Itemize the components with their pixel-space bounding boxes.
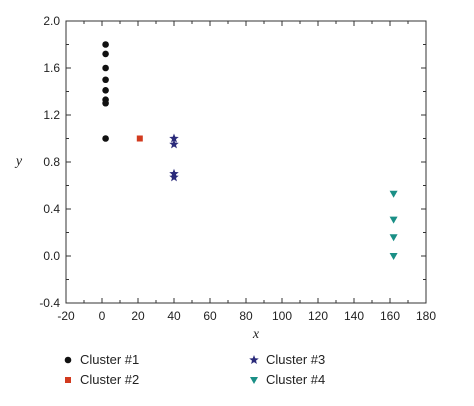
legend-label: Cluster #4	[266, 372, 325, 387]
data-point-series-3	[169, 133, 179, 143]
x-axis-label: x	[252, 327, 260, 342]
x-tick-label: 80	[239, 309, 253, 323]
x-tick-label: -20	[57, 309, 75, 323]
data-points	[102, 41, 398, 260]
legend-entry: Cluster #1	[64, 352, 139, 367]
legend-marker	[249, 355, 259, 365]
axis-tick-labels: -20 0 20 40 60 80 100 120 140 160 180 -0.4 0.0 0.4 0.8…	[39, 14, 436, 323]
axis-ticks	[65, 20, 427, 304]
y-axis-label: y	[14, 154, 23, 169]
legend-entry: Cluster #4	[250, 372, 325, 387]
data-point-series-4	[389, 234, 398, 242]
legend-entry: Cluster #2	[65, 372, 139, 387]
data-point-series-1	[102, 64, 109, 72]
data-point-series-4	[389, 190, 398, 198]
legend-marker	[250, 377, 258, 384]
data-point-series-3	[169, 139, 179, 149]
legend-label: Cluster #2	[80, 372, 139, 387]
legend: Cluster #1 Cluster #2 Cluster #3 Cluster #4	[64, 352, 325, 387]
x-tick-label: 20	[131, 309, 145, 323]
data-point-series-1	[102, 99, 109, 107]
legend-marker	[64, 356, 72, 364]
x-tick-label: 180	[416, 309, 436, 323]
x-tick-label: 120	[308, 309, 328, 323]
y-tick-label: 1.2	[43, 108, 60, 122]
legend-label: Cluster #1	[80, 352, 139, 367]
y-tick-label: 0.0	[43, 249, 60, 263]
legend-entry: Cluster #3	[249, 352, 325, 367]
x-tick-label: 0	[99, 309, 106, 323]
data-point-series-2	[136, 135, 143, 142]
data-point-series-4	[389, 253, 398, 260]
y-tick-label: -0.4	[39, 296, 60, 310]
y-tick-label: 1.6	[43, 61, 60, 75]
data-point-series-4	[389, 216, 398, 224]
plot-frame	[65, 20, 427, 304]
data-point-series-1	[102, 76, 109, 84]
data-point-series-1	[102, 135, 109, 142]
data-point-series-1	[102, 50, 109, 58]
y-tick-label: 2.0	[43, 14, 60, 28]
data-point-series-3	[169, 172, 179, 182]
x-tick-label: 140	[344, 309, 364, 323]
x-tick-label: 40	[167, 309, 181, 323]
y-tick-label: 0.8	[43, 155, 60, 169]
legend-label: Cluster #3	[266, 352, 325, 367]
data-point-series-1	[102, 87, 109, 94]
x-tick-label: 60	[203, 309, 217, 323]
y-tick-label: 0.4	[43, 202, 60, 216]
x-tick-label: 160	[380, 309, 400, 323]
legend-marker	[65, 377, 71, 383]
x-tick-label: 100	[272, 309, 292, 323]
data-point-series-1	[102, 41, 109, 48]
